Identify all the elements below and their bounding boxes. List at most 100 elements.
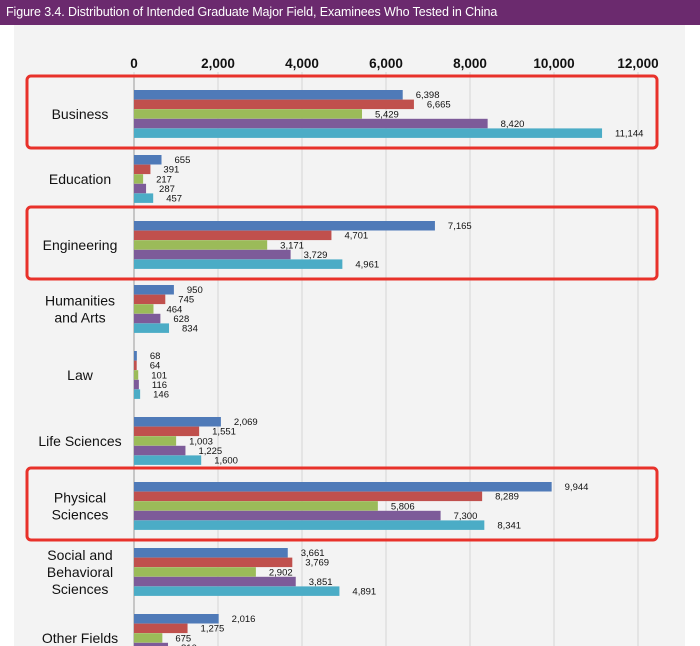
bar	[134, 128, 603, 138]
bar	[134, 436, 177, 446]
data-label: 2,016	[232, 614, 256, 625]
bar	[134, 642, 169, 646]
x-tick-label: 0	[130, 56, 138, 71]
data-label: 287	[159, 184, 175, 195]
data-label: 7,300	[454, 511, 478, 522]
bar	[134, 230, 332, 241]
highlight-box	[25, 205, 659, 281]
data-label: 9,944	[565, 482, 589, 493]
bar	[134, 304, 154, 314]
data-label: 146	[153, 389, 169, 400]
bar	[134, 482, 552, 492]
figure-header: Figure 3.4. Distribution of Intended Gra…	[0, 0, 700, 25]
data-label: 810	[181, 643, 197, 646]
bar	[134, 426, 200, 437]
highlight-boxes	[25, 74, 659, 542]
bar	[134, 155, 162, 165]
category-label: Social and	[47, 547, 112, 563]
x-tick-label: 4,000	[285, 56, 319, 71]
data-label: 6,665	[427, 100, 451, 111]
data-label: 101	[151, 370, 167, 381]
category-label: and Arts	[54, 310, 105, 326]
data-label: 8,420	[501, 119, 525, 130]
bar	[134, 109, 363, 119]
data-label: 3,729	[304, 250, 328, 261]
data-label: 4,701	[344, 231, 368, 242]
data-label: 5,806	[391, 501, 415, 512]
bar	[134, 510, 441, 521]
bar	[134, 90, 403, 100]
bar	[134, 567, 256, 577]
x-tick-label: 8,000	[453, 56, 487, 71]
data-label: 8,341	[497, 520, 521, 531]
bar	[134, 323, 170, 333]
data-label: 6,398	[416, 90, 440, 101]
data-label: 217	[156, 174, 172, 185]
category-label: Humanities	[45, 293, 115, 309]
data-label: 628	[173, 314, 189, 325]
data-label: 7,165	[448, 221, 472, 232]
figure-title: Figure 3.4. Distribution of Intended Gra…	[6, 5, 498, 19]
data-label: 68	[150, 351, 161, 362]
data-label: 675	[175, 633, 191, 644]
data-label: 3,661	[301, 548, 325, 559]
category-labels: Business Education Engineering Humanitiesan…	[38, 106, 121, 646]
category-label: Life Sciences	[38, 433, 121, 449]
bar	[134, 118, 488, 129]
data-label: 64	[150, 361, 161, 372]
bar	[134, 313, 161, 324]
bar	[134, 455, 202, 465]
category-label: Physical	[54, 490, 106, 506]
bar	[134, 259, 343, 269]
bar	[134, 351, 137, 361]
highlight-box	[25, 466, 659, 542]
bar	[134, 221, 435, 231]
x-tick-label: 12,000	[617, 56, 658, 71]
data-label: 8,289	[495, 492, 519, 503]
category-label: Other Fields	[42, 630, 118, 646]
bar	[134, 445, 186, 456]
bar	[134, 294, 166, 305]
category-label: Business	[52, 106, 109, 122]
category-label: Behavioral	[47, 564, 113, 580]
data-label: 3,769	[305, 558, 329, 569]
data-label: 2,902	[269, 567, 293, 578]
data-label: 950	[187, 285, 203, 296]
bar	[134, 389, 141, 399]
bar	[134, 249, 291, 260]
category-label: Sciences	[52, 507, 109, 523]
bar	[134, 240, 268, 250]
data-label: 4,961	[355, 259, 379, 270]
x-tick-label: 10,000	[533, 56, 574, 71]
data-label: 1,225	[198, 446, 222, 457]
bar	[134, 633, 163, 643]
bar	[134, 193, 154, 203]
bar	[134, 417, 221, 427]
bar	[134, 491, 483, 502]
data-label: 457	[166, 193, 182, 204]
data-label: 834	[182, 323, 198, 334]
data-label: 655	[175, 155, 191, 166]
data-label: 3,851	[309, 577, 333, 588]
data-label: 1,600	[214, 455, 238, 466]
bar	[134, 576, 296, 587]
category-label: Education	[49, 171, 111, 187]
data-label: 745	[178, 295, 194, 306]
data-label: 3,171	[280, 240, 304, 251]
category-label: Law	[67, 367, 94, 383]
bar	[134, 623, 188, 634]
bar	[134, 520, 485, 530]
bar	[134, 548, 288, 558]
category-label: Sciences	[52, 581, 109, 597]
data-label: 391	[163, 165, 179, 176]
bar	[134, 557, 293, 568]
data-label: 4,891	[352, 586, 376, 597]
bar	[134, 99, 414, 110]
data-label: 464	[166, 304, 182, 315]
x-tick-label: 2,000	[201, 56, 235, 71]
x-tick-label: 6,000	[369, 56, 403, 71]
category-label: Engineering	[43, 237, 118, 253]
data-label: 5,429	[375, 109, 399, 120]
x-axis-tick-labels: 0 2,000 4,000 6,000 8,000 10,000 12,000	[130, 56, 658, 71]
data-label: 1,551	[212, 427, 236, 438]
